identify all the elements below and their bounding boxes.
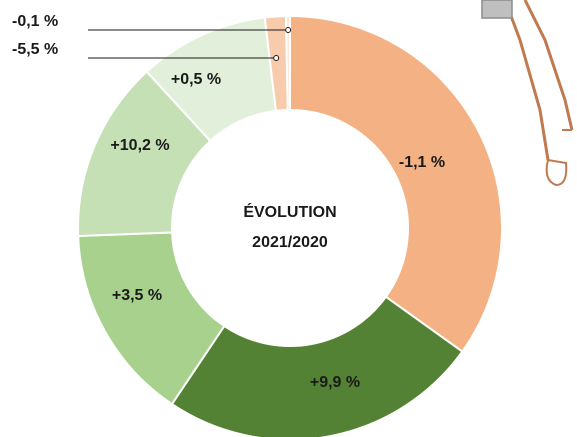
slice-label: +3,5 %: [112, 287, 162, 304]
slice-label: -0,1 %: [12, 13, 58, 30]
slice: [284, 14, 291, 112]
leader-dot: [285, 27, 292, 33]
slices: [77, 14, 503, 437]
center-title: ÉVOLUTION: [243, 202, 336, 221]
slice: [170, 295, 464, 437]
slice-label: +0,5 %: [171, 71, 221, 88]
slice-label: +10,2 %: [110, 137, 169, 154]
slice-label: +9,9 %: [310, 374, 360, 391]
labels: ÉVOLUTION 2021/2020 -1,1 % +9,9 % +3,5 % +1…: [12, 13, 445, 391]
slice: [289, 14, 503, 353]
slice-label: -5,5 %: [12, 41, 58, 58]
slice-label: -1,1 %: [399, 154, 445, 171]
decoration: [481, 0, 574, 187]
center-subtitle: 2021/2020: [252, 234, 328, 251]
leader-dot: [273, 55, 280, 61]
